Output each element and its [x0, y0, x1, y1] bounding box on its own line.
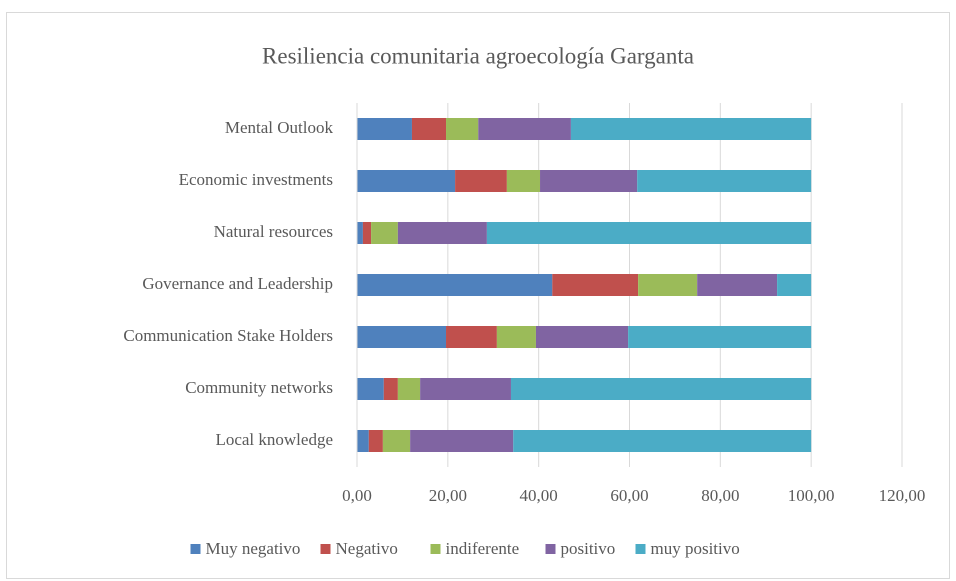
legend-swatch	[190, 544, 201, 554]
y-tick-label: Economic investments	[179, 170, 333, 189]
bar-segment	[446, 118, 479, 140]
bar-segment	[410, 430, 514, 452]
bar-segment	[455, 170, 507, 192]
x-tick-label: 40,00	[520, 486, 558, 505]
y-tick-label: Mental Outlook	[225, 118, 334, 137]
bar-segment	[697, 274, 778, 296]
y-tick-label: Governance and Leadership	[142, 274, 333, 293]
legend-label: Negativo	[336, 539, 398, 558]
bar-segment	[382, 430, 411, 452]
x-tick-label: 0,00	[342, 486, 372, 505]
bar-segment	[510, 378, 812, 400]
bar-segment	[362, 222, 372, 244]
bar-segment	[496, 326, 536, 348]
bar-segment	[371, 222, 398, 244]
legend-label: indiferente	[446, 539, 520, 558]
x-tick-label: 80,00	[701, 486, 739, 505]
y-tick-label: Natural resources	[214, 222, 333, 241]
bar-segment	[357, 118, 412, 140]
legend-swatch	[320, 544, 331, 554]
bar-segment	[446, 326, 497, 348]
y-tick-label: Community networks	[185, 378, 333, 397]
bar-segment	[637, 170, 812, 192]
bar-segment	[411, 118, 447, 140]
bar-segment	[628, 326, 812, 348]
bar-segment	[368, 430, 383, 452]
bar-segment	[478, 118, 571, 140]
bar-segment	[535, 326, 629, 348]
bar-segment	[357, 274, 553, 296]
bar-segment	[777, 274, 812, 296]
x-tick-label: 20,00	[429, 486, 467, 505]
legend-swatch	[635, 544, 646, 554]
legend-swatch	[545, 544, 556, 554]
bar-segment	[513, 430, 812, 452]
bar-segment	[357, 430, 369, 452]
bar-segment	[506, 170, 541, 192]
bar-segment	[540, 170, 638, 192]
y-tick-label: Communication Stake Holders	[123, 326, 333, 345]
bar-segment	[397, 222, 487, 244]
bar-segment	[420, 378, 511, 400]
bar-segment	[357, 170, 456, 192]
x-tick-label: 120,00	[879, 486, 926, 505]
bar-segment	[357, 222, 363, 244]
y-tick-label: Local knowledge	[215, 430, 333, 449]
bar-segment	[638, 274, 698, 296]
x-tick-label: 60,00	[610, 486, 648, 505]
bar-segment	[383, 378, 398, 400]
bar-segment	[397, 378, 421, 400]
x-tick-label: 100,00	[788, 486, 835, 505]
bar-segment	[570, 118, 812, 140]
bar-segment	[357, 326, 447, 348]
legend-label: positivo	[561, 539, 616, 558]
chart-title: Resiliencia comunitaria agroecología Gar…	[262, 43, 694, 68]
legend-swatch	[430, 544, 441, 554]
legend-label: muy positivo	[651, 539, 740, 558]
bar-segment	[486, 222, 812, 244]
bar-segment	[552, 274, 639, 296]
bar-segment	[357, 378, 384, 400]
legend-label: Muy negativo	[206, 539, 301, 558]
